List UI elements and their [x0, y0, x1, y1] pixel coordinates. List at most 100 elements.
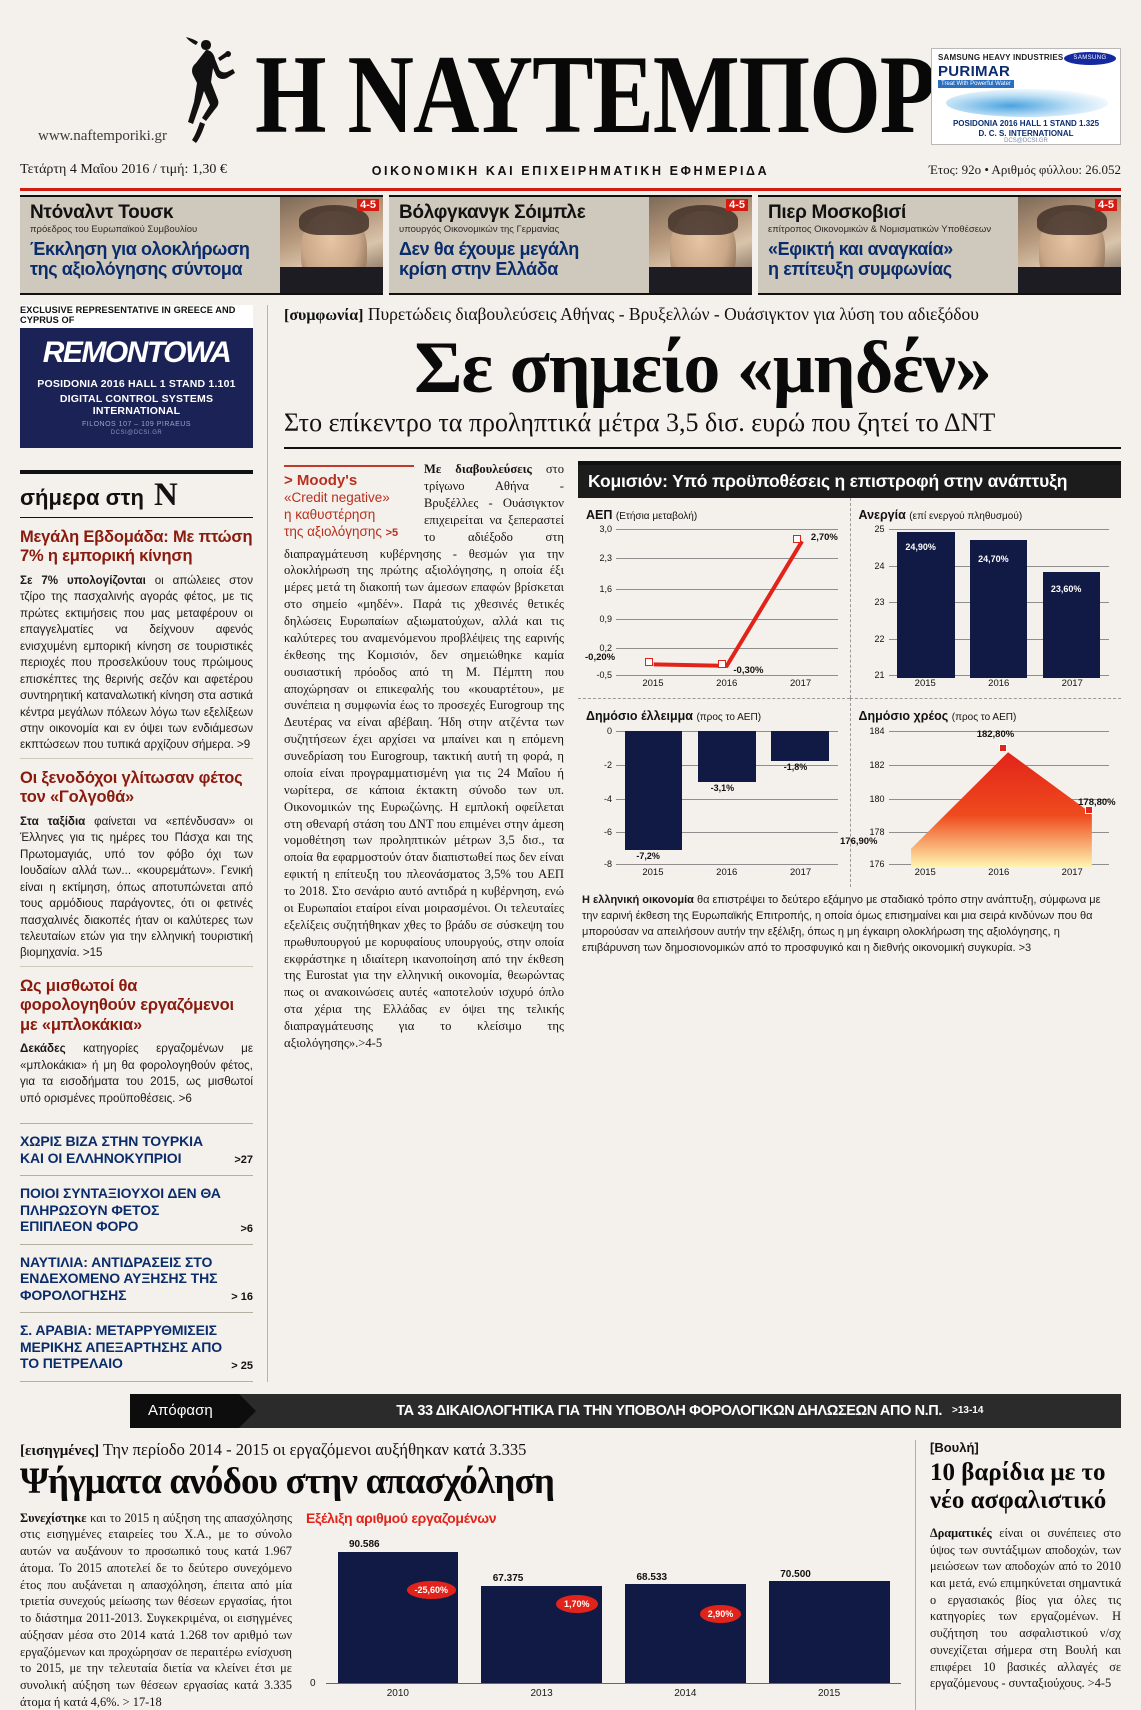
- brief-item[interactable]: Ως μισθωτοί θα φορολογηθούν εργαζόμενοι …: [20, 965, 253, 1111]
- side-story-text: είναι οι συνέπειες στο ύψος των συντάξιμ…: [930, 1525, 1122, 1691]
- chart-employment-bar: [625, 1584, 746, 1683]
- chart-employment-xaxis: 2010 2013 2014 2015: [326, 1684, 901, 1699]
- person-quote-line1: «Εφικτή και αναγκαία»: [768, 238, 953, 259]
- moody-line3: η καθυστέρηση: [284, 507, 376, 523]
- ytick: 184: [869, 726, 885, 737]
- person-text: Ντόναλντ Τουσκ πρόεδρος του Ευρωπαϊκού Σ…: [30, 203, 278, 280]
- ytick: 176: [869, 859, 885, 870]
- lead-headline: Σε σημείο «μηδέν»: [414, 326, 992, 409]
- chart-deficit-title-main: Δημόσιο έλλειμμα: [586, 709, 693, 724]
- xtick: 2015: [914, 678, 936, 690]
- main-content-grid: EXCLUSIVE REPRESENTATIVE IN GREECE AND C…: [20, 304, 1121, 1382]
- moody-line4-text: της αξιολόγησης: [284, 523, 382, 539]
- ytick: 23: [874, 597, 885, 608]
- chart-debt-marker: [998, 743, 1007, 752]
- xtick: 2017: [1061, 867, 1083, 879]
- publication-date: Τετάρτη 4 Μαΐου 2016 / τιμή: 1,30 €: [20, 162, 227, 177]
- chart-gdp-marker: [793, 535, 802, 544]
- ytick: 3,0: [599, 524, 612, 535]
- chart-debt-yaxis: 184 182 180 178 176: [859, 726, 887, 870]
- chart-debt-title: Δημόσιο χρέος (προς το ΑΕΠ): [859, 709, 1114, 723]
- quotes-strip: Ντόναλντ Τουσκ πρόεδρος του Ευρωπαϊκού Σ…: [20, 195, 1121, 295]
- chart-gdp-marker: [644, 658, 653, 667]
- chart-debt-subtitle: (προς το ΑΕΠ): [951, 712, 1017, 724]
- chart-gdp-value: 2,70%: [810, 532, 838, 544]
- person-suit: [649, 267, 752, 293]
- sidebar-link-title: ΠΟΙΟΙ ΣΥΝΤΑΞΙΟΥΧΟΙ ΔΕΝ ΘΑ ΠΛΗΡΩΣΟΥΝ ΦΕΤΟ…: [20, 1185, 221, 1235]
- bottom-kicker-tag: [εισηγμένες]: [20, 1442, 100, 1459]
- person-card-schauble[interactable]: Βόλφγκανγκ Σόιμπλε υπουργός Οικονομικών …: [389, 195, 752, 295]
- brief-item[interactable]: Οι ξενοδόχοι γλίτωσαν φέτος τον «Γολγοθά…: [20, 757, 253, 966]
- side-headline: 10 βαρίδια με το νέο ασφαλιστικό: [930, 1458, 1107, 1514]
- bottom-story-row: Συνεχίστηκε και το 2015 η αύξηση της απα…: [20, 1510, 901, 1710]
- sidebar-link[interactable]: ΠΟΙΟΙ ΣΥΝΤΑΞΙΟΥΧΟΙ ΔΕΝ ΘΑ ΠΛΗΡΩΣΟΥΝ ΦΕΤΟ…: [20, 1175, 253, 1244]
- sidebar-link[interactable]: Σ. ΑΡΑΒΙΑ: ΜΕΤΑΡΡΥΘΜΙΣΕΙΣ ΜΕΡΙΚΗΣ ΑΠΕΞΑΡ…: [20, 1312, 253, 1382]
- bottom-headline: Ψήγματα ανόδου στην απασχόληση: [20, 1460, 555, 1502]
- chart-employment-value: 68.533: [636, 1571, 668, 1583]
- chart-gdp-yaxis: 3,0 2,3 1,6 0,9 0,2 -0,5: [586, 524, 614, 680]
- person-quote: Δεν θα έχουμε μεγάλη κρίση στην Ελλάδα: [399, 239, 647, 279]
- chart-gdp-line: [616, 526, 838, 678]
- chart-gdp-marker: [717, 659, 726, 668]
- bottom-story-body: Συνεχίστηκε και το 2015 η αύξηση της απα…: [20, 1510, 292, 1710]
- lead-story-column: > Moody's «Credit negative» η καθυστέρησ…: [284, 461, 564, 1052]
- chart-gdp-plot: 3,0 2,3 1,6 0,9 0,2 -0,5: [585, 524, 842, 680]
- chart-debt-xaxis: 2015 2016 2017: [889, 867, 1110, 883]
- issue-number: Έτος: 92ο • Αριθμός φύλλου: 26.052: [928, 162, 1121, 177]
- decision-banner-wrap: Απόφαση ΤΑ 33 ΔΙΚΑΙΟΛΟΓΗΤΙΚΑ ΓΙΑ ΤΗΝ ΥΠΟ…: [130, 1393, 1121, 1428]
- brief-item[interactable]: Μεγάλη Εβδομάδα: Με πτώση 7% η εμπορική …: [20, 518, 253, 758]
- person-page-ref[interactable]: 4-5: [1095, 199, 1117, 211]
- person-suit: [280, 267, 383, 293]
- xtick: 2010: [386, 1687, 409, 1699]
- person-quote-line2: η επίτευξη συμφωνίας: [768, 259, 952, 280]
- chart-gdp-value: -0,30%: [733, 664, 764, 676]
- person-card-moscovici[interactable]: Πιερ Μοσκοβισί επίτροπος Οικονομικών & Ν…: [758, 195, 1121, 295]
- side-story-body: Δραματικές είναι οι συνέπειες στο ύψος τ…: [930, 1525, 1121, 1692]
- chart-unemployment-bar: 23,60%: [1042, 571, 1101, 679]
- newspaper-title: Η ΝΑΥΤΕΜΠΟΡΙΚΗ: [255, 31, 1112, 157]
- chart-deficit-gridlines: -7,2% -3,1% -1,8%: [616, 727, 838, 867]
- today-top-rule: [20, 470, 253, 474]
- moody-line2: «Credit negative»: [284, 490, 390, 506]
- chart-unemployment-gridlines: 24,90% 24,70% 23,60%: [888, 526, 1109, 679]
- person-page-ref[interactable]: 4-5: [357, 199, 379, 211]
- xtick: 2017: [790, 678, 812, 690]
- lead-story-lead: Με διαβουλεύσεις: [424, 462, 532, 477]
- xtick: 2017: [1061, 678, 1083, 690]
- purimar-stand: POSIDONIA 2016 HALL 1 STAND 1.325: [952, 119, 1100, 128]
- person-text: Βόλφγκανγκ Σόιμπλε υπουργός Οικονομικών …: [399, 203, 647, 280]
- person-role: πρόεδρος του Ευρωπαϊκού Συμβουλίου: [30, 223, 198, 235]
- remontowa-advertisement[interactable]: EXCLUSIVE REPRESENTATIVE IN GREECE AND C…: [20, 305, 253, 448]
- masthead: Η ΝΑΥΤΕΜΠΟΡΙΚΗ www.naftemporiki.gr SAMSU…: [20, 0, 1121, 160]
- ytick: -2: [603, 759, 612, 770]
- decision-page-ref: >13-14: [951, 1405, 984, 1417]
- chart-unemployment-plot: 25 24 23 22 21: [859, 524, 1114, 680]
- ytick: -4: [603, 793, 612, 804]
- chart-gdp-title: ΑΕΠ (Ετήσια μεταβολή): [586, 508, 842, 522]
- samsung-logo-icon: SAMSUNG: [1064, 52, 1116, 65]
- hermes-logo-icon: [186, 37, 235, 143]
- chart-debt-area: [910, 752, 1092, 868]
- person-page-ref[interactable]: 4-5: [726, 199, 748, 211]
- person-photo: [280, 197, 383, 293]
- charts-top-rule: [578, 461, 1121, 466]
- chart-employment-change-badge: 2,90%: [699, 1605, 742, 1624]
- sidebar-link[interactable]: ΝΑΥΤΙΛΙΑ: ΑΝΤΙΔΡΑΣΕΙΣ ΣΤΟ ΕΝΔΕΧΟΜΕΝΟ ΑΥΞ…: [20, 1243, 253, 1313]
- purimar-company: SAMSUNG HEAVY INDUSTRIES: [938, 53, 1064, 62]
- purimar-advertisement[interactable]: SAMSUNG HEAVY INDUSTRIES SAMSUNG PURIMAR…: [931, 48, 1121, 145]
- decision-banner[interactable]: Απόφαση ΤΑ 33 ΔΙΚΑΙΟΛΟΓΗΤΙΚΑ ΓΙΑ ΤΗΝ ΥΠΟ…: [130, 1393, 1121, 1428]
- chart-employment-bar: [768, 1581, 890, 1683]
- today-briefs-list: Μεγάλη Εβδομάδα: Με πτώση 7% η εμπορική …: [20, 518, 253, 1111]
- ytick: 0: [606, 726, 612, 737]
- left-sidebar: EXCLUSIVE REPRESENTATIVE IN GREECE AND C…: [20, 305, 268, 1382]
- website-url[interactable]: www.naftemporiki.gr: [38, 128, 167, 144]
- chart-deficit-subtitle: (προς το ΑΕΠ): [696, 712, 762, 724]
- person-card-tusk[interactable]: Ντόναλντ Τουσκ πρόεδρος του Ευρωπαϊκού Σ…: [20, 195, 383, 295]
- brief-text: κατηγορίες εργαζομένων με «μπλοκάκια» ή …: [20, 1042, 253, 1105]
- remontowa-email: DCSI@DCSI.GR: [110, 430, 163, 436]
- chart-deficit-bar: -3,1%: [697, 731, 756, 793]
- moody-callout[interactable]: > Moody's «Credit negative» η καθυστέρησ…: [284, 465, 414, 541]
- person-quote-line1: Έκκληση για ολοκλήρωση: [30, 238, 250, 259]
- sidebar-link[interactable]: ΧΩΡΙΣ ΒΙΖΑ ΣΤΗΝ ΤΟΥΡΚΙΑ ΚΑΙ ΟΙ ΕΛΛΗΝΟΚΥΠ…: [20, 1123, 253, 1175]
- ytick: 182: [869, 759, 885, 770]
